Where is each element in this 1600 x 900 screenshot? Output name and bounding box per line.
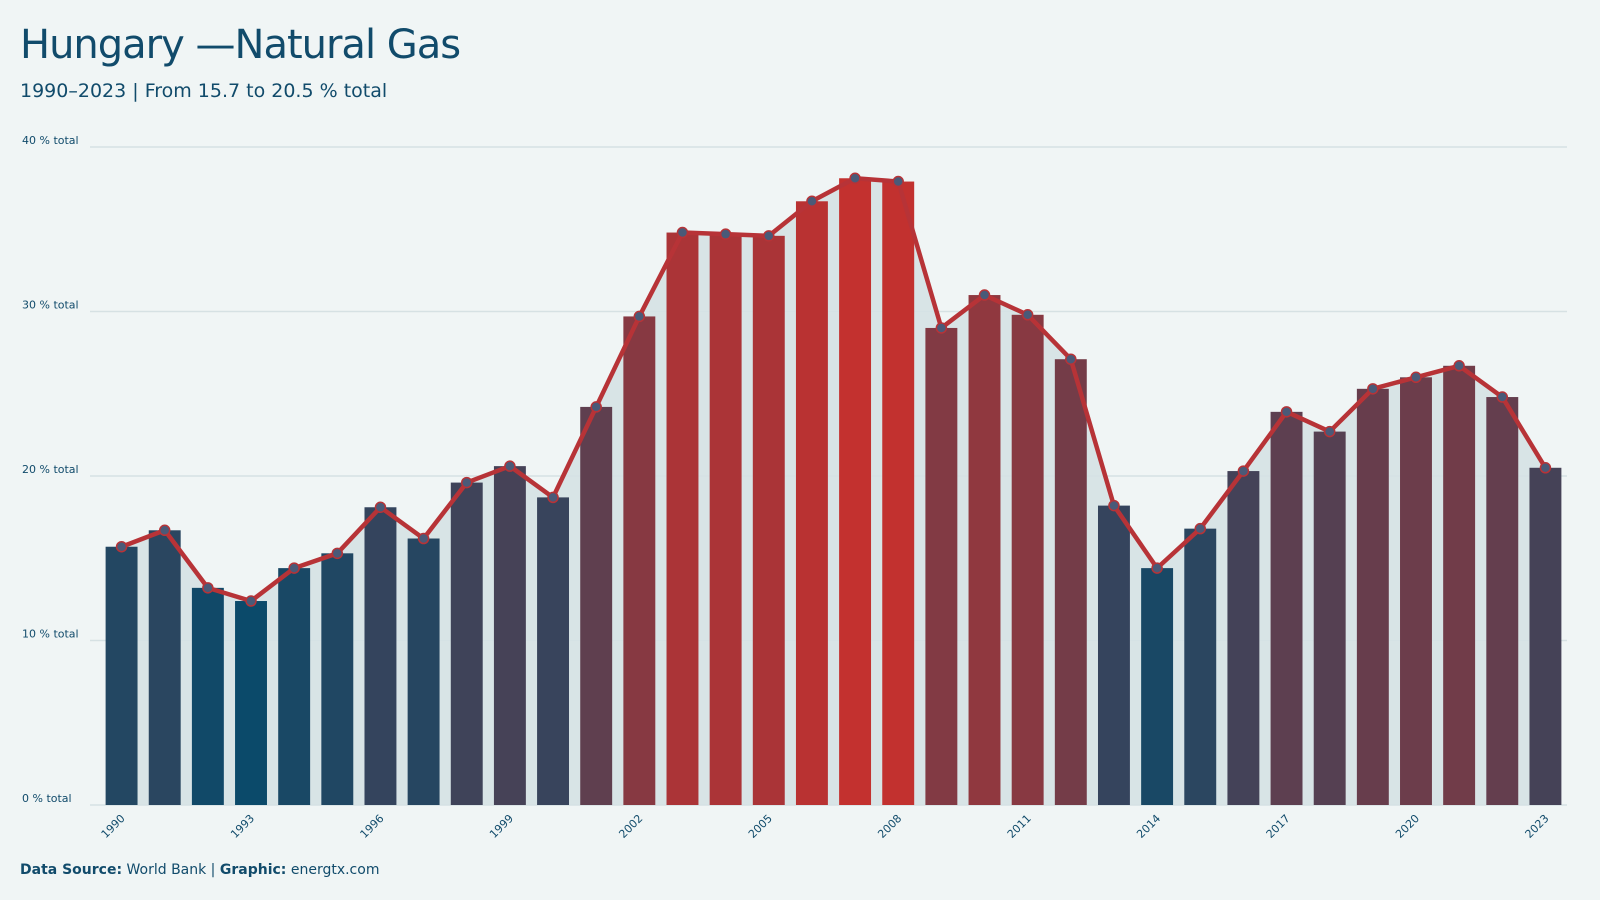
- y-tick-label: 20 % total: [22, 463, 79, 476]
- bar: [1184, 528, 1217, 805]
- bar: [1270, 411, 1303, 805]
- data-point: [1496, 391, 1509, 403]
- x-tick-label: 2005: [746, 812, 775, 841]
- data-point: [1194, 522, 1206, 535]
- data-point: [892, 175, 904, 188]
- bar: [1400, 377, 1432, 805]
- footer-credits: Data Source: World Bank | Graphic: energ…: [20, 862, 379, 878]
- bar: [925, 327, 958, 805]
- data-point: [1237, 465, 1250, 477]
- bar: [537, 497, 570, 805]
- bar: [623, 316, 656, 805]
- bar: [235, 601, 267, 805]
- bar: [1054, 359, 1087, 805]
- data-point: [115, 540, 128, 553]
- bar: [105, 546, 138, 805]
- bar: [364, 507, 397, 805]
- x-tick-label: 2020: [1393, 812, 1422, 841]
- bar: [839, 178, 872, 805]
- bar: [709, 234, 742, 805]
- bar: [148, 530, 181, 805]
- x-tick-label: 2023: [1523, 812, 1552, 841]
- x-tick-label: 1999: [487, 812, 516, 841]
- bar: [191, 587, 224, 805]
- bar: [1227, 471, 1260, 805]
- data-point: [978, 289, 991, 301]
- chart-title: Hungary —Natural Gas: [20, 22, 461, 68]
- bar: [882, 181, 915, 806]
- bar: [666, 232, 699, 806]
- bar: [1443, 365, 1476, 805]
- bar: [407, 538, 440, 805]
- data-point: [417, 532, 430, 545]
- data-point: [374, 501, 387, 514]
- data-point: [202, 582, 214, 594]
- data-point: [806, 195, 818, 208]
- graphic-value: energtx.com: [286, 862, 380, 878]
- graphic-label: Graphic:: [219, 862, 287, 878]
- data-point: [461, 476, 473, 489]
- source-label: Data Source:: [20, 862, 123, 878]
- data-point: [331, 547, 344, 560]
- x-tick-label: 2014: [1134, 812, 1163, 841]
- data-point: [633, 310, 646, 323]
- data-point: [1410, 371, 1422, 384]
- bar: [493, 466, 526, 805]
- bar: [1356, 388, 1389, 805]
- data-point: [935, 322, 948, 334]
- data-point: [504, 460, 516, 472]
- y-tick-label: 30 % total: [22, 299, 79, 312]
- x-tick-label: 2002: [616, 812, 645, 841]
- bar: [1011, 314, 1044, 805]
- chart-subtitle: 1990–2023 | From 15.7 to 20.5 % total: [20, 80, 388, 102]
- y-tick-label: 40 % total: [22, 134, 79, 147]
- y-tick-label: 10 % total: [22, 628, 79, 641]
- data-point: [1323, 425, 1336, 438]
- data-point: [719, 228, 732, 240]
- data-point: [1021, 309, 1034, 321]
- bar: [450, 482, 483, 805]
- bar: [968, 295, 1001, 805]
- bar: [795, 201, 828, 805]
- source-value: World Bank |: [122, 862, 220, 878]
- data-point: [547, 491, 559, 504]
- data-point: [158, 524, 171, 537]
- bar: [278, 568, 311, 805]
- data-point: [1151, 562, 1163, 574]
- x-tick-label: 1996: [358, 812, 387, 841]
- x-tick-label: 1990: [99, 812, 128, 841]
- data-point: [1539, 462, 1552, 474]
- bar: [1529, 467, 1562, 805]
- x-tick-label: 2008: [875, 812, 904, 841]
- x-tick-label: 2011: [1005, 812, 1034, 841]
- data-point: [763, 230, 775, 242]
- bar: [1141, 568, 1174, 805]
- data-point: [849, 172, 861, 185]
- bar: [580, 406, 613, 805]
- x-tick-label: 2017: [1264, 812, 1293, 841]
- data-point: [288, 562, 300, 574]
- bar: [1097, 505, 1130, 805]
- x-tick-label: 1993: [228, 812, 257, 841]
- data-point: [590, 401, 602, 413]
- bar: [1486, 397, 1519, 805]
- data-point: [1108, 499, 1120, 512]
- bar: [321, 553, 354, 805]
- data-point: [1453, 360, 1465, 372]
- bar: [1313, 431, 1346, 805]
- data-point: [1280, 406, 1293, 418]
- data-point: [1065, 353, 1077, 365]
- data-point: [245, 595, 257, 607]
- y-tick-label: 0 % total: [22, 792, 72, 805]
- bar: [752, 235, 785, 805]
- series-line: [120, 176, 1548, 604]
- data-point: [1367, 383, 1379, 395]
- data-point: [676, 226, 689, 239]
